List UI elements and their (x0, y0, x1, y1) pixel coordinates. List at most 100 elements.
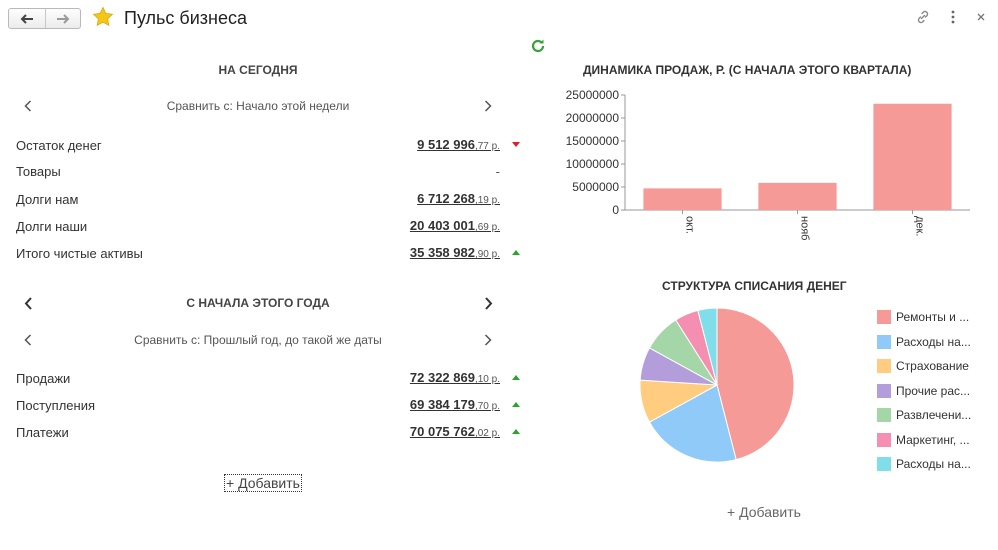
more-vertical-icon (951, 10, 955, 24)
row-value-link[interactable]: 72 322 869,10 р. (409, 370, 500, 385)
close-icon (977, 13, 985, 21)
legend-label: Прочие рас... (896, 383, 971, 398)
legend-swatch (877, 359, 891, 374)
y-tick-label: 15000000 (566, 134, 620, 148)
chevron-right-icon (484, 334, 492, 346)
link-button[interactable] (914, 8, 932, 26)
today-compare-row: Сравнить с: Начало этой недели (16, 96, 500, 116)
forward-button[interactable] (44, 9, 81, 28)
legend-swatch (877, 334, 891, 349)
spending-chart-title: СТРУКТУРА СПИСАНИЯ ДЕНЕГ (662, 279, 847, 293)
x-tick-label: дек. (914, 216, 926, 236)
year-compare-row: Сравнить с: Прошлый год, до такой же дат… (16, 330, 500, 350)
row-value-link[interactable]: 35 358 982,90 р. (409, 245, 500, 260)
row-value-link[interactable]: 69 384 179,70 р. (409, 397, 500, 412)
y-tick-label: 25000000 (566, 88, 620, 102)
y-tick-label: 20000000 (566, 111, 620, 125)
legend-swatch (877, 408, 891, 423)
link-icon (917, 10, 929, 24)
trend-up-icon (512, 429, 520, 434)
row-value-link[interactable]: 6 712 268,19 р. (417, 191, 500, 206)
today-row-payables: Долги наши 20 403 001,69 р. (16, 218, 522, 236)
trend-up-icon (512, 250, 520, 255)
row-value-link[interactable]: 9 512 996,77 р. (417, 137, 500, 152)
close-button[interactable] (972, 8, 990, 26)
legend-item[interactable]: Расходы на... (877, 452, 995, 477)
row-label: Платежи (16, 425, 69, 440)
year-compare-prev-button[interactable] (18, 330, 38, 350)
legend-item[interactable]: Ремонты и ... (877, 305, 995, 330)
legend-swatch (877, 457, 891, 472)
today-section-title: НА СЕГОДНЯ (218, 63, 298, 77)
y-tick-label: 0 (612, 203, 619, 217)
legend-swatch (877, 432, 891, 447)
x-tick-label: нояб (799, 216, 811, 240)
star-icon[interactable] (92, 6, 114, 28)
legend-label: Расходы на... (896, 457, 971, 472)
legend-label: Ремонты и ... (896, 310, 970, 325)
row-label: Остаток денег (16, 138, 102, 153)
chevron-left-icon (24, 100, 32, 112)
legend-label: Страхование (896, 359, 969, 374)
legend-item[interactable]: Маркетинг, ... (877, 428, 995, 453)
today-row-cash: Остаток денег 9 512 996,77 р. (16, 137, 522, 155)
legend-label: Расходы на... (896, 334, 971, 349)
legend-item[interactable]: Развлечени... (877, 403, 995, 428)
year-row-sales: Продажи 72 322 869,10 р. (16, 370, 522, 388)
spending-pie-chart (639, 307, 795, 463)
year-period-row: С НАЧАЛА ЭТОГО ГОДА (16, 293, 500, 313)
legend-swatch (877, 310, 891, 325)
row-value: - (495, 164, 500, 179)
trend-up-icon (512, 375, 520, 380)
refresh-icon[interactable] (530, 38, 546, 54)
today-row-receivables: Долги нам 6 712 268,19 р. (16, 191, 522, 209)
row-label: Товары (16, 164, 61, 179)
page-title: Пульс бизнеса (124, 8, 248, 28)
year-row-receipts: Поступления 69 384 179,70 р. (16, 397, 522, 415)
year-period-next-button[interactable] (478, 293, 498, 313)
trend-down-icon (512, 142, 520, 147)
row-label: Поступления (16, 398, 96, 413)
bar[interactable] (873, 103, 952, 210)
legend-swatch (877, 383, 891, 398)
row-label: Итого чистые активы (16, 246, 143, 261)
bar[interactable] (758, 182, 837, 210)
pie-slice[interactable] (716, 307, 795, 461)
y-tick-label: 5000000 (572, 180, 619, 194)
legend-item[interactable]: Прочие рас... (877, 379, 995, 404)
chevron-right-icon (484, 296, 492, 310)
pie-slice[interactable] (648, 384, 737, 463)
navigation-buttons (8, 8, 81, 29)
row-label: Долги нам (16, 192, 79, 207)
year-section-title: С НАЧАЛА ЭТОГО ГОДА (186, 296, 330, 310)
window-header: Пульс бизнеса (0, 0, 998, 36)
chevron-left-icon (24, 334, 32, 346)
sales-bar-chart: 25000000 20000000 15000000 10000000 5000000 0… (566, 88, 970, 240)
today-row-goods: Товары - (16, 163, 522, 181)
sales-chart-title: ДИНАМИКА ПРОДАЖ, Р. (С НАЧАЛА ЭТОГО КВАР… (583, 63, 912, 77)
bar[interactable] (643, 188, 722, 210)
today-compare-text[interactable]: Сравнить с: Начало этой недели (166, 99, 350, 113)
spending-chart-legend: Ремонты и ... Расходы на... Страхование Про… (877, 305, 995, 477)
year-compare-text[interactable]: Сравнить с: Прошлый год, до такой же дат… (134, 333, 382, 347)
today-compare-next-button[interactable] (478, 96, 498, 116)
row-label: Продажи (16, 371, 71, 386)
add-widget-left-button[interactable]: + Добавить (224, 474, 302, 492)
trend-up-icon (512, 402, 520, 407)
legend-label: Маркетинг, ... (896, 432, 970, 447)
row-value-link[interactable]: 70 075 762,02 р. (409, 424, 500, 439)
year-row-payments: Платежи 70 075 762,02 р. (16, 424, 522, 442)
today-compare-prev-button[interactable] (18, 96, 38, 116)
legend-item[interactable]: Расходы на... (877, 330, 995, 355)
x-tick-label: окт. (684, 216, 696, 234)
year-period-prev-button[interactable] (18, 293, 38, 313)
legend-label: Развлечени... (896, 408, 972, 423)
row-value-link[interactable]: 20 403 001,69 р. (409, 218, 500, 233)
arrow-right-icon (56, 13, 70, 24)
back-button[interactable] (9, 9, 45, 28)
legend-item[interactable]: Страхование (877, 354, 995, 379)
more-button[interactable] (944, 8, 962, 26)
pie-slice[interactable] (697, 307, 718, 386)
year-compare-next-button[interactable] (478, 330, 498, 350)
add-widget-right-button[interactable]: + Добавить (727, 504, 801, 520)
